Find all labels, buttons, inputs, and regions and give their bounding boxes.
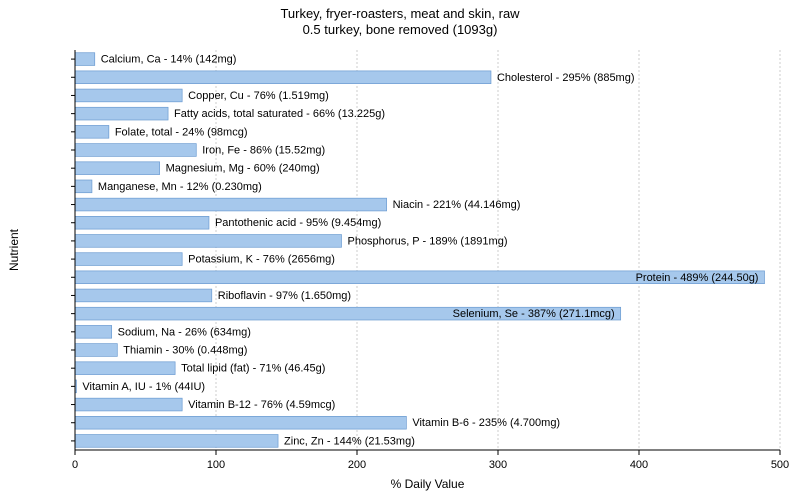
bar-label: Potassium, K - 76% (2656mg) xyxy=(188,254,335,266)
bar-label: Sodium, Na - 26% (634mg) xyxy=(118,326,251,338)
bar-label: Riboflavin - 97% (1.650mg) xyxy=(218,290,351,302)
bar-label: Manganese, Mn - 12% (0.230mg) xyxy=(98,181,262,193)
bar-label: Total lipid (fat) - 71% (46.45g) xyxy=(181,363,325,375)
bar-label: Magnesium, Mg - 60% (240mg) xyxy=(166,163,320,175)
bar xyxy=(75,162,160,175)
bar-label: Folate, total - 24% (98mcg) xyxy=(115,126,248,138)
bar xyxy=(75,144,196,157)
bar-label: Cholesterol - 295% (885mg) xyxy=(497,72,635,84)
bar-label: Selenium, Se - 387% (271.1mcg) xyxy=(453,308,615,320)
bar-label: Phosphorus, P - 189% (1891mg) xyxy=(347,235,507,247)
bar xyxy=(75,344,117,357)
bar xyxy=(75,325,112,338)
bar-label: Protein - 489% (244.50g) xyxy=(636,272,759,284)
bar xyxy=(75,398,182,411)
x-tick-label: 300 xyxy=(489,459,507,471)
bar xyxy=(75,198,387,211)
chart-title-line2: 0.5 turkey, bone removed (1093g) xyxy=(303,22,498,37)
bar-label: Vitamin B-6 - 235% (4.700mg) xyxy=(412,417,560,429)
bar xyxy=(75,362,175,375)
bar xyxy=(75,216,209,229)
x-tick-label: 0 xyxy=(72,459,78,471)
y-axis-label: Nutrient xyxy=(7,228,21,271)
bar xyxy=(75,89,182,102)
x-axis-label: % Daily Value xyxy=(391,477,465,491)
bar xyxy=(75,53,95,66)
nutrient-bar-chart: Turkey, fryer-roasters, meat and skin, r… xyxy=(0,0,800,500)
bar-label: Zinc, Zn - 144% (21.53mg) xyxy=(284,435,415,447)
bar-label: Calcium, Ca - 14% (142mg) xyxy=(101,54,237,66)
bar-label: Vitamin A, IU - 1% (44IU) xyxy=(82,381,205,393)
bar-label: Pantothenic acid - 95% (9.454mg) xyxy=(215,217,381,229)
bar-label: Vitamin B-12 - 76% (4.59mcg) xyxy=(188,399,335,411)
bar xyxy=(75,289,212,302)
bar-label: Thiamin - 30% (0.448mg) xyxy=(123,345,247,357)
x-tick-label: 400 xyxy=(630,459,648,471)
bar xyxy=(75,416,406,429)
x-tick-label: 200 xyxy=(348,459,366,471)
bar-label: Niacin - 221% (44.146mg) xyxy=(393,199,521,211)
chart-container: Turkey, fryer-roasters, meat and skin, r… xyxy=(0,0,800,500)
chart-title-line1: Turkey, fryer-roasters, meat and skin, r… xyxy=(280,6,520,21)
bar xyxy=(75,253,182,266)
bar xyxy=(75,235,341,248)
bar xyxy=(75,107,168,120)
bar-label: Iron, Fe - 86% (15.52mg) xyxy=(202,145,325,157)
bar-label: Fatty acids, total saturated - 66% (13.2… xyxy=(174,108,385,120)
bar xyxy=(75,125,109,138)
x-tick-label: 500 xyxy=(771,459,789,471)
bar xyxy=(75,180,92,193)
bar xyxy=(75,435,278,448)
bar xyxy=(75,71,491,84)
x-tick-label: 100 xyxy=(207,459,225,471)
bar-label: Copper, Cu - 76% (1.519mg) xyxy=(188,90,329,102)
